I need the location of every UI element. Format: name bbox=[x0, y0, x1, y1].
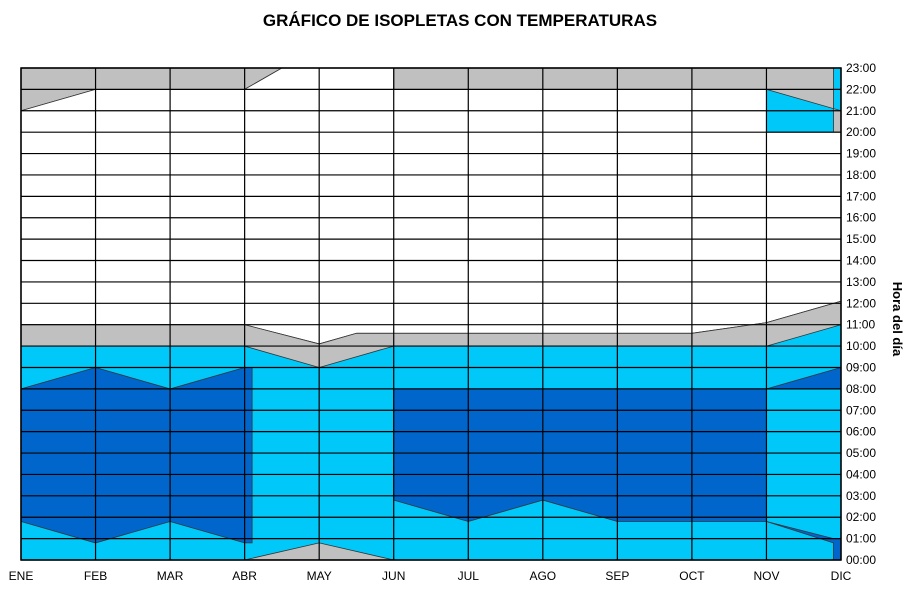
x-tick-label: AGO bbox=[529, 569, 556, 583]
y-tick-label: 03:00 bbox=[846, 489, 876, 503]
plot-border bbox=[20, 67, 842, 561]
y-tick-label: 21:00 bbox=[846, 104, 876, 118]
x-tick-label: MAR bbox=[157, 569, 184, 583]
y-tick-label: 04:00 bbox=[846, 467, 876, 481]
y-tick-label: 02:00 bbox=[846, 510, 876, 524]
y-tick-label: 17:00 bbox=[846, 189, 876, 203]
y-tick-label: 10:00 bbox=[846, 339, 876, 353]
y-tick-label: 16:00 bbox=[846, 211, 876, 225]
y-tick-label: 00:00 bbox=[846, 553, 876, 567]
x-tick-label: OCT bbox=[679, 569, 705, 583]
x-tick-label: DIC bbox=[831, 569, 852, 583]
y-tick-label: 18:00 bbox=[846, 168, 876, 182]
x-tick-label: MAY bbox=[307, 569, 332, 583]
y-tick-label: 13:00 bbox=[846, 275, 876, 289]
y-tick-label: 05:00 bbox=[846, 446, 876, 460]
y-tick-label: 01:00 bbox=[846, 532, 876, 546]
x-tick-label: NOV bbox=[753, 569, 779, 583]
y-tick-label: 19:00 bbox=[846, 147, 876, 161]
y-tick-label: 20:00 bbox=[846, 125, 876, 139]
y-tick-label: 23:00 bbox=[846, 61, 876, 75]
x-tick-label: JUN bbox=[382, 569, 405, 583]
y-tick-label: 22:00 bbox=[846, 82, 876, 96]
y-tick-label: 11:00 bbox=[846, 318, 875, 332]
y-axis-ticks: 00:00 01:00 02:00 03:00 04:00 05:00 06:00 07:00… bbox=[846, 61, 876, 567]
y-tick-label: 12:00 bbox=[846, 296, 876, 310]
x-tick-label: ABR bbox=[232, 569, 257, 583]
x-tick-label: ENE bbox=[9, 569, 34, 583]
y-tick-label: 15:00 bbox=[846, 232, 876, 246]
isopleth-band-gray-4 bbox=[20, 300, 842, 368]
isopleth-band-dark_blue-5 bbox=[20, 367, 253, 544]
x-tick-label: SEP bbox=[605, 569, 629, 583]
plot-area bbox=[20, 67, 842, 561]
isopleth-band-white-3 bbox=[20, 67, 842, 345]
x-axis-ticks: ENE FEB MAR ABR MAY JUN JUL AGO SEP OCT NOV DIC bbox=[9, 569, 852, 583]
y-tick-label: 06:00 bbox=[846, 425, 876, 439]
y-tick-label: 07:00 bbox=[846, 403, 876, 417]
y-axis-label: Hora del día bbox=[890, 282, 905, 357]
y-tick-label: 09:00 bbox=[846, 360, 876, 374]
y-tick-label: 14:00 bbox=[846, 254, 876, 268]
x-tick-label: FEB bbox=[84, 569, 107, 583]
y-tick-label: 08:00 bbox=[846, 382, 876, 396]
x-tick-label: JUL bbox=[458, 569, 480, 583]
chart-title: GRÁFICO DE ISOPLETAS CON TEMPERATURAS bbox=[263, 11, 657, 30]
